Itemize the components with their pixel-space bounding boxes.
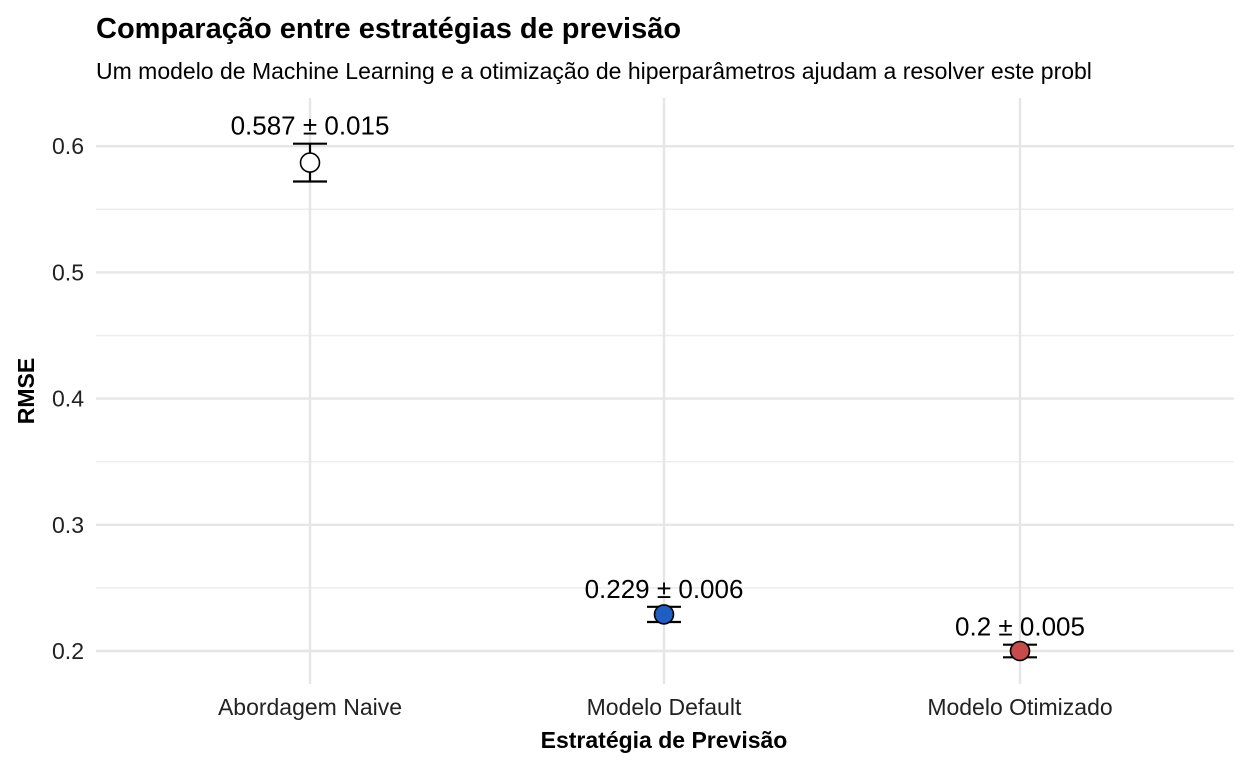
x-axis-title: Estratégia de Previsão xyxy=(541,727,788,753)
data-point xyxy=(299,152,321,173)
chart-labels: 0.2 0.3 0.4 0.5 0.6 Abordagem Naive Modelo Def… xyxy=(52,111,1113,720)
chart-marks xyxy=(293,142,1037,662)
data-point xyxy=(1009,640,1031,662)
x-tick-label: Abordagem Naive xyxy=(218,694,402,720)
data-label: 0.229 ± 0.006 xyxy=(585,574,744,604)
data-label: 0.2 ± 0.005 xyxy=(955,612,1085,642)
x-tick-label: Modelo Default xyxy=(587,694,742,720)
y-tick-label: 0.5 xyxy=(52,259,84,285)
chart-title: Comparação entre estratégias de previsão xyxy=(96,13,681,45)
grid xyxy=(96,98,1234,684)
chart-subtitle: Um modelo de Machine Learning e a otimiz… xyxy=(96,58,1092,84)
y-axis-title: RMSE xyxy=(13,358,39,424)
y-tick-label: 0.4 xyxy=(52,386,84,412)
x-tick-label: Modelo Otimizado xyxy=(927,694,1112,720)
data-point xyxy=(653,604,675,625)
y-tick-label: 0.3 xyxy=(52,512,84,538)
y-tick-label: 0.2 xyxy=(52,638,84,664)
y-tick-label: 0.6 xyxy=(52,133,84,159)
data-label: 0.587 ± 0.015 xyxy=(231,111,390,141)
